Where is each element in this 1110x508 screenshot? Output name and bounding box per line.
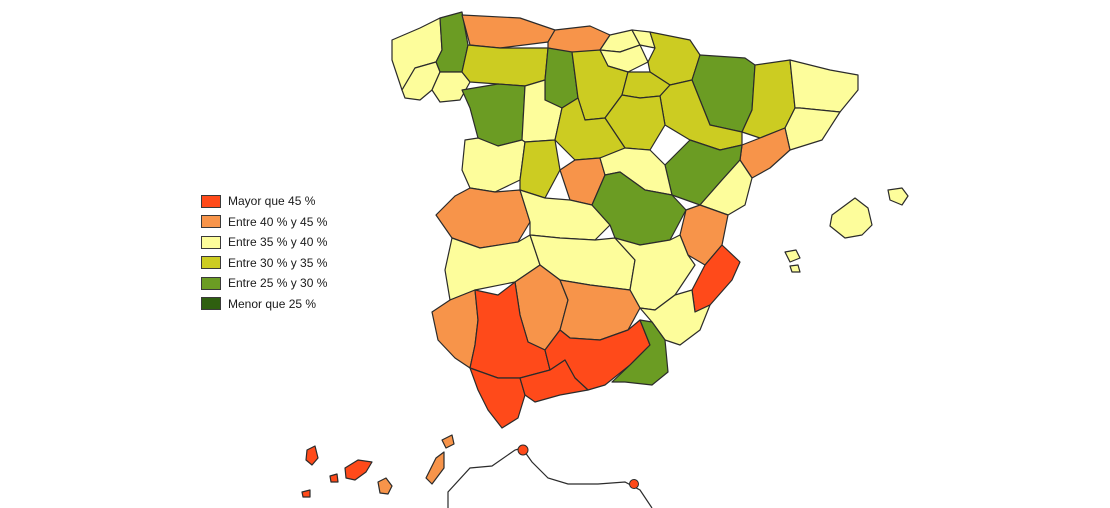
province-salamanca: [461, 137, 526, 193]
province-gomera: [329, 473, 339, 483]
legend-item: Entre 40 % y 45 %: [201, 212, 327, 233]
province-girona: [789, 59, 859, 113]
legend-label: Menor que 25 %: [228, 296, 317, 311]
province-la-palma: [305, 445, 319, 466]
province-hierro: [301, 489, 311, 498]
province-zamora: [461, 83, 526, 147]
legend-item: Entre 30 % y 35 %: [201, 253, 327, 274]
legend-label: Mayor que 45 %: [228, 194, 316, 209]
province-asturias: [461, 14, 556, 49]
province-albacete: [614, 234, 696, 311]
province-ibiza: [784, 249, 801, 263]
legend-swatch: [201, 235, 221, 249]
province-ourense: [431, 71, 471, 103]
province-malaga: [519, 359, 589, 403]
province-menorca: [887, 187, 909, 206]
province-leon: [461, 44, 549, 87]
province-huelva: [431, 289, 479, 369]
province-lanzarote: [441, 434, 455, 449]
legend-swatch: [201, 256, 221, 270]
legend-swatch: [201, 276, 221, 290]
province-formentera: [789, 264, 801, 273]
melilla-marker: [629, 479, 639, 489]
ceuta-marker: [517, 444, 529, 456]
legend-item: Entre 25 % y 30 %: [201, 273, 327, 294]
province-mallorca: [829, 197, 873, 239]
province-avila: [519, 139, 561, 199]
ceuta-melilla-inset-outline: [447, 447, 653, 508]
legend-label: Entre 30 % y 35 %: [228, 255, 328, 270]
legend-label: Entre 40 % y 45 %: [228, 214, 328, 229]
legend-item: Menor que 25 %: [201, 294, 327, 315]
legend-item: Entre 35 % y 40 %: [201, 232, 327, 253]
province-caceres: [435, 187, 531, 249]
province-toledo: [519, 189, 611, 241]
province-tenerife: [344, 459, 373, 481]
province-fuerteventura: [425, 451, 445, 485]
legend-label: Entre 25 % y 30 %: [228, 276, 328, 291]
legend-item: Mayor que 45 %: [201, 191, 327, 212]
province-almeria: [611, 319, 669, 386]
province-gran-canaria: [377, 477, 393, 495]
legend: Mayor que 45 % Entre 40 % y 45 % Entre 35 …: [201, 191, 327, 314]
legend-swatch: [201, 194, 221, 208]
legend-swatch: [201, 297, 221, 311]
province-cadiz: [469, 367, 526, 429]
legend-swatch: [201, 215, 221, 229]
legend-label: Entre 35 % y 40 %: [228, 235, 328, 250]
province-barcelona: [784, 107, 841, 151]
